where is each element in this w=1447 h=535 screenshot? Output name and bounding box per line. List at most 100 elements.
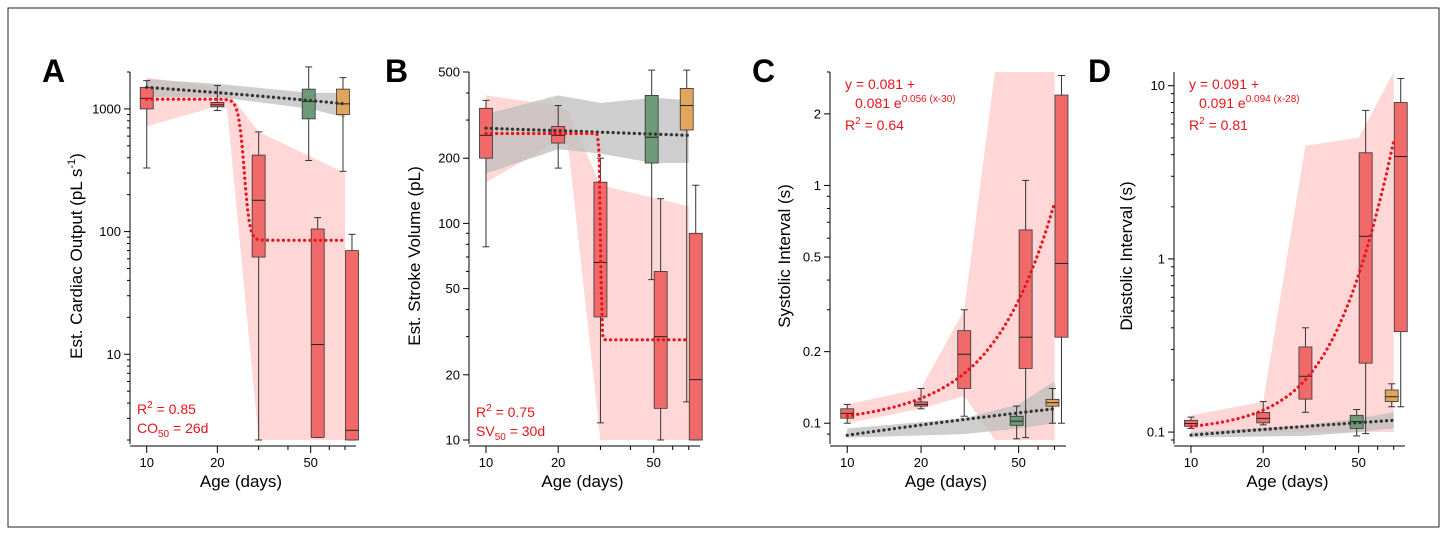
panel-c: C 0.1 0.2 0.5 1 2 10 20 50 Age (days) Systolic Int… [752,53,1069,491]
panel-b: B 10 20 50 100 200 500 10 20 50 Age (days) Est. Str… [385,53,703,491]
panel-d-gray-band [1191,412,1394,438]
panel-c-box-2 [957,330,972,389]
panel-d: D 0.1 1 10 10 20 50 Age (days) Diastolic Interva… [1088,53,1408,491]
panel-d-xtick-label: 10 [1184,455,1198,470]
panel-c-x-axis-label: Age (days) [905,472,987,491]
panel-a-ytick-label: 1000 [92,101,121,116]
panel-d-box-6 [1393,102,1408,333]
panel-b-x-axis-label: Age (days) [541,472,623,491]
panel-b-ytick-label: 500 [438,65,460,80]
panel-b-ytick-label: 50 [446,281,460,296]
panel-b-box-5 [679,88,694,131]
panel-a-xtick-label: 50 [303,455,317,470]
panel-a-box-3 [301,88,316,120]
panel-b-xtick-label: 50 [646,455,660,470]
panel-c-red-band [847,72,1055,440]
panel-a-box-5 [336,88,350,115]
panel-c-y-axis-label: Systolic Interval (s) [775,184,794,328]
panel-c-annotation-0: y = 0.081 + [845,76,915,92]
panel-c-ytick-label: 1 [814,178,821,193]
panel-c-xtick-label: 20 [914,455,928,470]
panel-d-annotation-rest: = 0.81 [1205,117,1248,133]
panel-c-annotation-sup: 2 [855,116,861,127]
panel-a-y-axis-label-end: ) [67,153,86,159]
panel-b-annotation-0: R2 = 0.75 [476,403,535,420]
panel-a-annotation-sub: 50 [158,429,170,440]
panel-a-annotation-sup: 2 [147,400,153,411]
panel-d-letter: D [1088,53,1111,89]
panel-c-annotation-text: R [845,117,855,133]
panel-b-box-3 [644,94,659,164]
panel-b-box-4 [653,271,668,409]
panel-b-ytick-label: 20 [446,367,460,382]
panel-b-letter: B [385,53,408,89]
panel-a-annotation-1: CO50 = 26d [137,420,208,440]
panel-d-box-5 [1384,389,1399,402]
panel-d-annotation-2: R2 = 0.81 [1189,116,1248,133]
panel-a-xtick-label: 10 [139,455,153,470]
panel-a-ytick-label: 10 [107,347,121,362]
panel-b-ytick-label: 200 [438,151,460,166]
panel-b-annotation-rest: = 0.75 [492,404,535,420]
panel-d-box-4 [1358,152,1373,364]
panel-a-x-axis-label: Age (days) [200,472,282,491]
panel-a-red-fit [145,97,347,242]
panel-a-annotation-text: CO [137,420,158,436]
panel-d-annotation-sup: 2 [1199,116,1205,127]
panel-b-annotation-1: SV50 = 30d [476,423,545,443]
panel-c-box-4 [1018,229,1033,369]
panel-c-red-fit [845,201,1057,418]
panel-a-xtick-label: 20 [210,455,224,470]
panel-d-annotation-sup: 0.094 (x-28) [1246,94,1300,105]
panel-c-xtick-label: 10 [840,455,854,470]
panel-c-ytick-label: 0.5 [803,250,821,265]
panel-c-box-6 [1054,94,1069,338]
panel-c-gray-band [847,381,1055,438]
panel-b-xtick-label: 20 [551,455,565,470]
panel-b-annotation-sup: 2 [486,403,492,414]
panel-d-black-fit [1189,418,1396,437]
panel-c-ytick-label: 2 [814,106,821,121]
panel-c-annotation-sup: 0.056 (x-30) [902,94,956,105]
panel-c-letter: C [752,53,775,89]
panel-a-red-band [146,77,345,440]
panel-a-y-axis-label-text: Est. Cardiac Output (pL s [67,169,86,359]
panel-a-annotation-0: R2 = 0.85 [137,400,196,417]
panel-a-gray-band [146,79,345,118]
panel-b-black-fit [484,126,691,137]
panel-c-annotation-rest: = 0.64 [861,117,904,133]
panel-d-ytick-label: 10 [1151,78,1165,93]
panel-b-y-axis-label: Est. Stroke Volume (pL) [405,166,424,346]
panel-d-annotation-1: 0.091 e0.094 (x-28) [1199,94,1300,111]
panel-c-annotation-text: 0.081 e [855,95,902,111]
panel-d-y-axis-label-text: Diastolic Interval (s) [1117,181,1136,330]
panel-d-ytick-label: 1 [1158,251,1165,266]
panel-a-y-axis-label: Est. Cardiac Output (pL s-1) [66,153,86,359]
panel-a-letter: A [42,53,65,89]
panel-b-annotation-text: SV [476,423,495,439]
panel-b-y-axis-label-text: Est. Stroke Volume (pL) [405,166,424,346]
panel-d-red-fit [1189,139,1396,429]
panel-c-ytick-label: 0.2 [803,344,821,359]
panel-b-annotation-rest: = 30d [506,423,545,439]
panel-a-box-4 [310,228,325,438]
panel-a-ytick-label: 100 [99,224,121,239]
panel-c-annotation-2: R2 = 0.64 [845,116,904,133]
panel-a-annotation-text: R [137,401,147,417]
panel-b-ytick-label: 100 [438,216,460,231]
panel-b-box-1 [551,126,566,144]
panel-b-xtick-label: 10 [479,455,493,470]
figure-frame [7,7,1440,528]
panel-a-box-6 [345,250,359,441]
panel-d-box-1 [1256,411,1271,424]
panel-b-box-6 [688,232,703,441]
panel-c-y-axis-label-text: Systolic Interval (s) [775,184,794,328]
panel-c-annotation-1: 0.081 e0.056 (x-30) [855,94,956,111]
panel-b-annotation-sub: 50 [495,432,507,443]
panel-c-ytick-label: 0.1 [803,416,821,431]
panel-a-annotation-rest: = 0.85 [153,401,196,417]
panel-b-red-band [486,95,689,441]
panel-a-box-2 [251,154,266,258]
panel-b-annotation-text: R [476,404,486,420]
